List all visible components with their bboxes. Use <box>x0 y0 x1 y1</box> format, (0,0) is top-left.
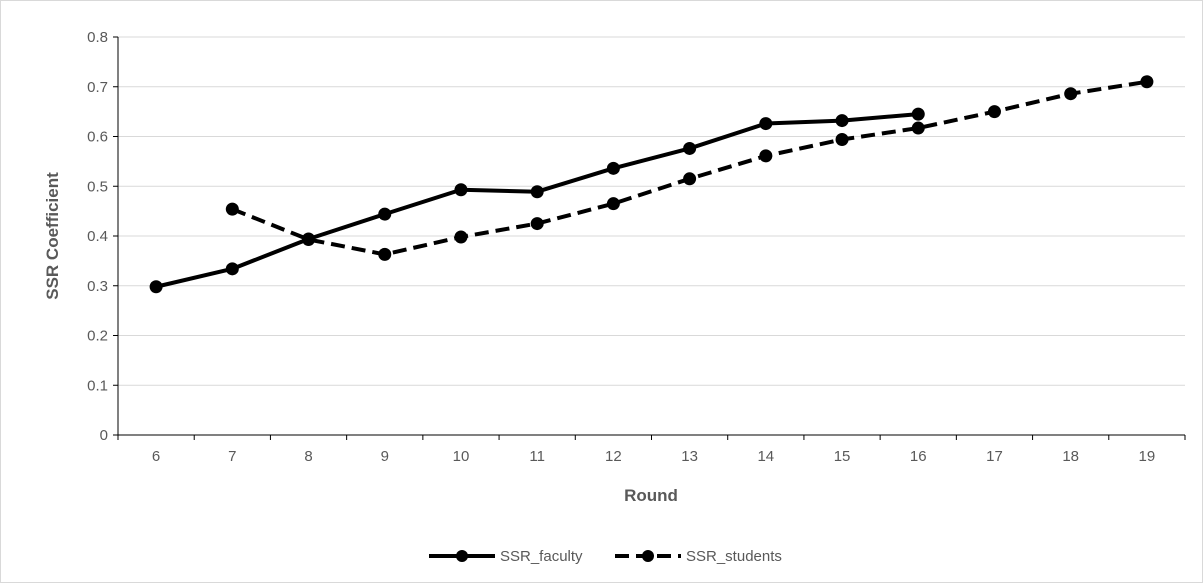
y-tick-label: 0 <box>100 427 108 444</box>
data-point-ssr-students <box>454 230 468 244</box>
data-point-ssr-students <box>302 232 316 246</box>
data-point-ssr-students <box>1140 75 1154 89</box>
y-tick-label: 0.1 <box>87 377 108 394</box>
x-tick-label: 19 <box>1139 448 1156 465</box>
x-tick-label: 17 <box>986 448 1003 465</box>
legend-label-ssr-students: SSR_students <box>686 548 782 565</box>
data-point-ssr-students <box>378 247 392 261</box>
y-tick-label: 0.6 <box>87 129 108 146</box>
y-tick-label: 0.7 <box>87 79 108 96</box>
x-tick-label: 7 <box>228 448 236 465</box>
y-tick-label: 0.4 <box>87 228 108 245</box>
y-tick-label: 0.2 <box>87 328 108 345</box>
data-point-ssr-faculty <box>225 262 239 276</box>
x-tick-label: 8 <box>304 448 312 465</box>
y-axis-title: SSR Coefficient <box>43 172 62 300</box>
data-point-ssr-faculty <box>911 107 925 121</box>
legend-marker-ssr-students <box>642 550 654 562</box>
data-point-ssr-faculty <box>759 117 773 131</box>
y-tick-label: 0.8 <box>87 29 108 46</box>
x-tick-label: 12 <box>605 448 622 465</box>
x-tick-label: 16 <box>910 448 927 465</box>
data-point-ssr-faculty <box>149 280 163 294</box>
x-tick-label: 10 <box>453 448 470 465</box>
series-line-ssr-faculty <box>155 112 919 289</box>
data-point-ssr-students <box>683 172 697 186</box>
data-point-ssr-students <box>530 217 544 231</box>
x-axis-title: Round <box>624 486 678 505</box>
data-point-ssr-students <box>606 197 620 211</box>
x-tick-label: 9 <box>381 448 389 465</box>
data-point-ssr-faculty <box>683 141 697 155</box>
series-points <box>149 75 1154 294</box>
data-point-ssr-faculty <box>454 183 468 197</box>
x-tick-label: 6 <box>152 448 160 465</box>
series-line-ssr-students <box>231 79 1148 257</box>
x-tick-labels: 6 7 8 9 10 11 12 13 14 15 16 17 18 19 <box>152 448 1155 465</box>
data-point-ssr-students <box>835 132 849 146</box>
data-point-ssr-faculty <box>606 161 620 175</box>
y-tick-label: 0.3 <box>87 278 108 295</box>
x-tick-label: 15 <box>834 448 851 465</box>
x-tick-label: 11 <box>529 448 545 465</box>
legend: SSR_faculty SSR_students <box>429 548 782 565</box>
data-point-ssr-faculty <box>530 185 544 199</box>
axes <box>113 36 1186 440</box>
gridlines <box>118 36 1185 386</box>
data-point-ssr-students <box>759 149 773 163</box>
data-point-ssr-faculty <box>835 114 849 128</box>
y-tick-labels: 0 0.1 0.2 0.3 0.4 0.5 0.6 0.7 0.8 <box>87 29 108 444</box>
data-point-ssr-students <box>225 202 239 216</box>
x-tick-label: 18 <box>1062 448 1079 465</box>
legend-marker-ssr-faculty <box>456 550 468 562</box>
data-point-ssr-students <box>1064 87 1078 101</box>
x-tick-label: 14 <box>757 448 774 465</box>
x-tick-label: 13 <box>681 448 698 465</box>
legend-label-ssr-faculty: SSR_faculty <box>500 548 583 565</box>
data-point-ssr-students <box>911 121 925 135</box>
y-tick-label: 0.5 <box>87 178 108 195</box>
data-point-ssr-faculty <box>378 207 392 221</box>
data-point-ssr-students <box>987 105 1001 119</box>
